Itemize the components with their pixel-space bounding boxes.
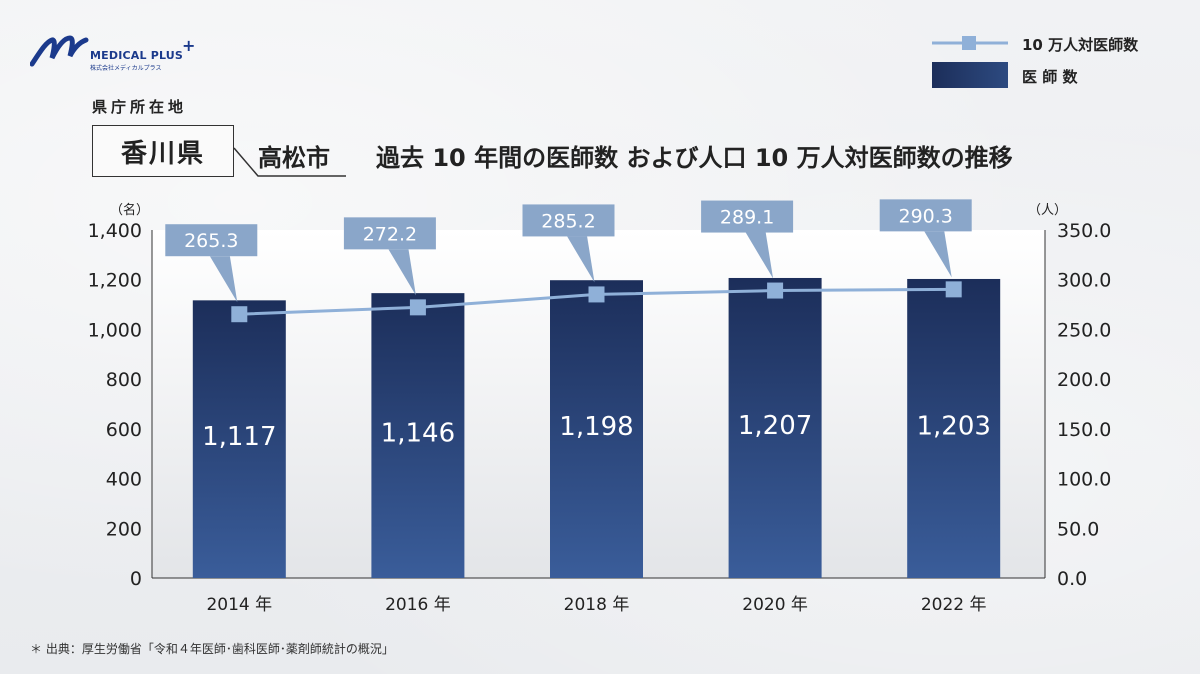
logo-mark-icon	[30, 35, 89, 67]
left-tick-label: 0	[130, 568, 142, 590]
callout-connector	[233, 147, 346, 177]
legend-bar-swatch-icon	[932, 62, 1008, 88]
left-tick-label: 1,400	[88, 220, 142, 242]
left-tick-label: 1,200	[88, 270, 142, 292]
callout-pointer	[924, 231, 952, 278]
line-value-label: 290.3	[898, 205, 952, 227]
prefecture-box: 香川県	[92, 125, 234, 177]
line-value-label: 289.1	[720, 207, 774, 229]
line-point	[767, 282, 784, 299]
left-tick-label: 600	[106, 419, 142, 441]
x-tick-label: 2020 年	[742, 595, 808, 615]
x-tick-label: 2014 年	[206, 595, 272, 615]
right-tick-label: 50.0	[1057, 518, 1099, 540]
right-tick-label: 100.0	[1057, 469, 1111, 491]
x-tick-label: 2016 年	[385, 595, 451, 615]
legend-line-label: 10 万人対医師数	[1022, 36, 1139, 54]
line-value-callout	[879, 199, 972, 232]
line-value-label: 285.2	[541, 210, 595, 232]
line-point	[231, 306, 248, 323]
right-axis-unit: （人）	[1028, 203, 1067, 218]
x-tick-label: 2022 年	[921, 595, 987, 615]
left-tick-label: 200	[106, 518, 142, 540]
line-value-label: 272.2	[363, 223, 417, 245]
source-note: ＊ 出典：厚生労働省「令和４年医師･歯科医師･薬剤師統計の概況」	[30, 642, 394, 656]
x-tick-label: 2018 年	[564, 595, 630, 615]
line-point	[409, 299, 426, 316]
line-value-callout	[701, 200, 794, 233]
logo-plus-icon: +	[182, 36, 196, 55]
logo-name: MEDICAL PLUS	[90, 49, 184, 62]
bar	[371, 293, 465, 578]
line-value-callout	[343, 217, 436, 250]
left-axis-unit: （名）	[110, 202, 149, 218]
bar-value-label: 1,117	[202, 422, 276, 452]
line-point	[945, 281, 962, 298]
city-name: 高松市	[258, 144, 330, 172]
right-tick-label: 150.0	[1057, 419, 1111, 441]
bar-value-label: 1,207	[738, 411, 812, 441]
right-tick-label: 0.0	[1057, 568, 1087, 590]
callout-pointer	[567, 236, 595, 283]
medical-plus-logo: MEDICAL PLUS 株式会社メディカルプラス +	[30, 32, 195, 74]
chart-title: 過去 10 年間の医師数 および人口 10 万人対医師数の推移	[376, 144, 1013, 172]
right-tick-label: 200.0	[1057, 369, 1111, 391]
prefecture-capital-caption: 県庁所在地	[92, 98, 188, 116]
line-value-callout	[522, 204, 615, 237]
prefecture-name: 香川県	[120, 138, 205, 169]
line-value-callout	[165, 224, 258, 257]
line-point	[588, 286, 605, 303]
callout-pointer	[209, 256, 238, 303]
callout-pointer	[388, 249, 416, 296]
right-tick-label: 350.0	[1057, 220, 1111, 242]
bar-value-label: 1,146	[381, 419, 455, 449]
callout-pointer	[745, 232, 774, 279]
left-tick-label: 400	[106, 469, 142, 491]
bar-value-label: 1,198	[559, 412, 633, 442]
right-tick-label: 300.0	[1057, 270, 1111, 292]
bar	[192, 300, 286, 578]
right-tick-label: 250.0	[1057, 319, 1111, 341]
bar	[728, 277, 822, 578]
legend-line-swatch-icon	[932, 36, 1008, 50]
legend-bar-label: 医 師 数	[1022, 68, 1078, 86]
logo-subtitle: 株式会社メディカルプラス	[90, 65, 162, 72]
bar-value-label: 1,203	[916, 411, 990, 441]
line-value-label: 265.3	[184, 230, 238, 252]
left-tick-label: 1,000	[88, 319, 142, 341]
bar	[550, 280, 643, 578]
left-tick-label: 800	[106, 369, 142, 391]
bar	[907, 278, 1001, 578]
